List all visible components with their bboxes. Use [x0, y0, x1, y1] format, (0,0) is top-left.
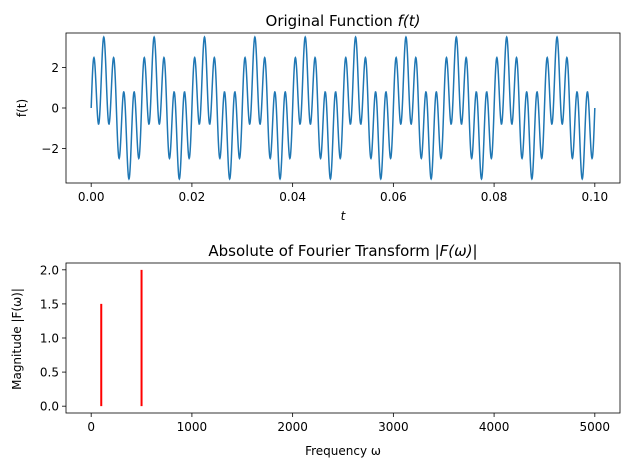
fft-x-tick-label: 4000 [479, 420, 510, 434]
fft-y-tick-label: 1.0 [40, 332, 59, 346]
time-x-tick-label: 0.00 [78, 190, 105, 204]
fft-x-tick-label: 2000 [277, 420, 308, 434]
fft-x-tick-label: 0 [87, 420, 95, 434]
time-domain-plot: Original Function f(t) 0.00 0.02 0.04 0.06 0… [15, 12, 621, 223]
fft-x-tick-label: 3000 [378, 420, 409, 434]
fft-y-tick-label: 0.0 [40, 400, 59, 414]
fft-y-tick-label: 0.5 [40, 366, 59, 380]
time-plot-ticks: 0.00 0.02 0.04 0.06 0.08 0.10 −2 0 2 [41, 61, 608, 204]
time-plot-ylabel: f(t) [15, 99, 29, 117]
fft-plot-title: Absolute of Fourier Transform |F(ω)| [208, 242, 477, 260]
fft-plot-ylabel: Magnitude |F(ω)| [10, 288, 24, 390]
time-y-tick-label: 0 [51, 102, 59, 116]
fft-plot-xlabel: Frequency ω [305, 444, 381, 458]
time-x-tick-label: 0.04 [279, 190, 306, 204]
time-plot-xlabel: t [341, 209, 347, 223]
fft-plot-frame [65, 262, 621, 414]
time-x-tick-label: 0.02 [179, 190, 206, 204]
fft-plot-ticks: 0 1000 2000 3000 4000 5000 0.0 0.5 1.0 1.5 2.0 [40, 263, 610, 434]
fft-y-tick-label: 1.5 [40, 297, 59, 311]
time-x-tick-label: 0.10 [581, 190, 608, 204]
frequency-domain-plot: Absolute of Fourier Transform |F(ω)| 0 10… [10, 242, 621, 458]
fft-x-tick-label: 5000 [580, 420, 611, 434]
time-plot-title: Original Function f(t) [266, 12, 421, 30]
time-plot-frame [65, 32, 621, 184]
fft-x-tick-label: 1000 [177, 420, 208, 434]
fft-magnitude-series [100, 269, 143, 407]
time-x-tick-label: 0.06 [380, 190, 407, 204]
time-x-tick-label: 0.08 [481, 190, 508, 204]
fft-y-tick-label: 2.0 [40, 263, 59, 277]
time-y-tick-label: −2 [41, 142, 59, 156]
time-y-tick-label: 2 [51, 61, 59, 75]
signal-series-line [90, 35, 596, 181]
